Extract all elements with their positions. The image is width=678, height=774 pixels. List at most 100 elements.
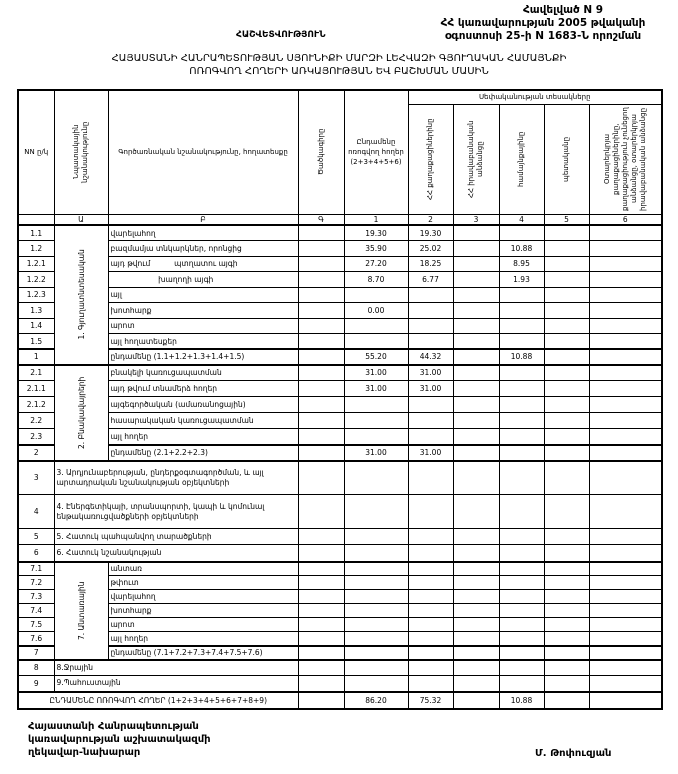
- table-row: 7.5 արոտ: [17, 617, 663, 632]
- value-cell: [588, 240, 663, 257]
- table-row: 4 4. Էներգետիկայի, տրանսպորտի, կապի և կոմ…: [17, 494, 663, 529]
- value-cell: [498, 443, 545, 461]
- col-header-own-2: ՀՀ քաղաքացիներինը: [407, 103, 454, 215]
- table-row: 2.2 հասարակական կառուցապատման: [17, 412, 663, 429]
- value-cell: [452, 333, 500, 350]
- value-cell: [343, 494, 409, 529]
- table-row: 1.2.1 այդ թվում պտղատու այգի 27.20 18.25 8.9…: [17, 255, 663, 272]
- column-index-cell: 4: [498, 213, 545, 226]
- value-cell: [543, 271, 590, 288]
- row-number: 7: [17, 644, 55, 660]
- row-number: 3: [17, 459, 55, 495]
- value-cell: [297, 286, 345, 303]
- value-cell: [543, 333, 590, 350]
- value-cell: [498, 302, 545, 319]
- value-cell: [297, 333, 345, 350]
- purpose-group: 7. Անտառային: [53, 560, 109, 660]
- value-cell: 6.77: [407, 271, 454, 288]
- row-description: հասարակական կառուցապատման: [107, 412, 299, 429]
- value-cell: [343, 631, 409, 646]
- row-description: խոտհարք: [107, 302, 299, 319]
- row-description: 8.Ջրային: [53, 658, 299, 676]
- decree-line-2: օգոստոսի 25-ի N 1683-Ն որոշման: [444, 30, 642, 42]
- value-cell: [297, 224, 345, 241]
- row-number: 9: [17, 675, 55, 692]
- value-cell: [588, 255, 663, 272]
- value-cell: [588, 302, 663, 319]
- value-cell: [343, 575, 409, 590]
- value-cell: [498, 528, 545, 545]
- value-cell: [297, 494, 345, 529]
- value-cell: [498, 589, 545, 604]
- grand-total-value: 75.32: [407, 690, 454, 709]
- value-cell: 10.88: [498, 348, 545, 365]
- row-description: ընդամենը (7.1+7.2+7.3+7.4+7.5+7.6): [107, 644, 299, 660]
- row-number: 7.1: [17, 560, 55, 576]
- value-cell: [407, 459, 454, 495]
- column-index-cell: Բ: [107, 213, 299, 226]
- value-cell: [452, 575, 500, 590]
- value-cell: [452, 363, 500, 381]
- value-cell: [498, 560, 545, 576]
- row-number: 1.2: [17, 240, 55, 257]
- document-title: ՀԱՅԱՍՏԱՆԻ ՀԱՆՐԱՊԵՏՈՒԹՅԱՆ ՍՅՈՒՆԻՔԻ ՄԱՐԶԻ …: [0, 52, 678, 78]
- value-cell: 44.32: [407, 348, 454, 365]
- value-cell: [297, 589, 345, 604]
- row-description: այդ թվում տնամերձ հողեր: [107, 380, 299, 397]
- value-cell: [543, 459, 590, 495]
- table-row: 8 8.Ջրային: [17, 658, 663, 676]
- row-description: այլ հողեր: [107, 631, 299, 646]
- row-description: խոտհարք: [107, 603, 299, 618]
- row-number: 6: [17, 544, 55, 562]
- col-header-own-text: համայնքայինը: [517, 131, 525, 187]
- value-cell: 31.00: [407, 363, 454, 381]
- value-cell: [588, 224, 663, 241]
- value-cell: [452, 380, 500, 397]
- value-cell: [588, 494, 663, 529]
- col-header-own-text: պետականը: [562, 136, 570, 182]
- row-number: 1.2.2: [17, 271, 55, 288]
- value-cell: [498, 644, 545, 660]
- col-header-function: Գործառնական նշանակությունը, հողատեսքը: [107, 89, 299, 215]
- value-cell: [452, 603, 500, 618]
- value-cell: [588, 412, 663, 429]
- value-cell: [543, 560, 590, 576]
- value-cell: [407, 428, 454, 445]
- value-cell: [588, 363, 663, 381]
- signatory-line-2: կառավարության աշխատակազմի: [28, 734, 211, 745]
- table-row: 1.3 խոտհարք 0.00: [17, 302, 663, 319]
- value-cell: [343, 412, 409, 429]
- value-cell: [407, 603, 454, 618]
- value-cell: [407, 302, 454, 319]
- value-cell: [452, 617, 500, 632]
- value-cell: [588, 589, 663, 604]
- grand-total-value: [452, 690, 500, 709]
- value-cell: [297, 658, 345, 676]
- purpose-group: 1. Գյուղատնտեսական: [53, 224, 109, 365]
- value-cell: [452, 224, 500, 241]
- row-number: 7.2: [17, 575, 55, 590]
- value-cell: 0.00: [343, 302, 409, 319]
- signatory-line-1: Հայաստանի Հանրապետության: [28, 721, 199, 732]
- value-cell: [297, 631, 345, 646]
- value-cell: [343, 644, 409, 660]
- value-cell: [543, 380, 590, 397]
- row-description: 6. Հատուկ նշանակության: [53, 544, 299, 562]
- value-cell: [588, 644, 663, 660]
- value-cell: [452, 675, 500, 692]
- value-cell: [588, 396, 663, 413]
- value-cell: [543, 302, 590, 319]
- value-cell: [452, 271, 500, 288]
- value-cell: [543, 617, 590, 632]
- value-cell: [407, 575, 454, 590]
- title-line-1: ՀԱՅԱՍՏԱՆԻ ՀԱՆՐԱՊԵՏՈՒԹՅԱՆ ՍՅՈՒՆԻՔԻ ՄԱՐԶԻ …: [111, 53, 567, 64]
- column-index-cell: Գ: [297, 213, 345, 226]
- row-description: բազմամյա տնկարկներ, որոնցից: [107, 240, 299, 257]
- value-cell: 25.02: [407, 240, 454, 257]
- table-row: 2.1.2 այգեգործական (ամառանոցային): [17, 396, 663, 413]
- value-cell: [297, 443, 345, 461]
- row-number: 1.2.1: [17, 255, 55, 272]
- value-cell: [588, 443, 663, 461]
- value-cell: [297, 603, 345, 618]
- value-cell: [452, 255, 500, 272]
